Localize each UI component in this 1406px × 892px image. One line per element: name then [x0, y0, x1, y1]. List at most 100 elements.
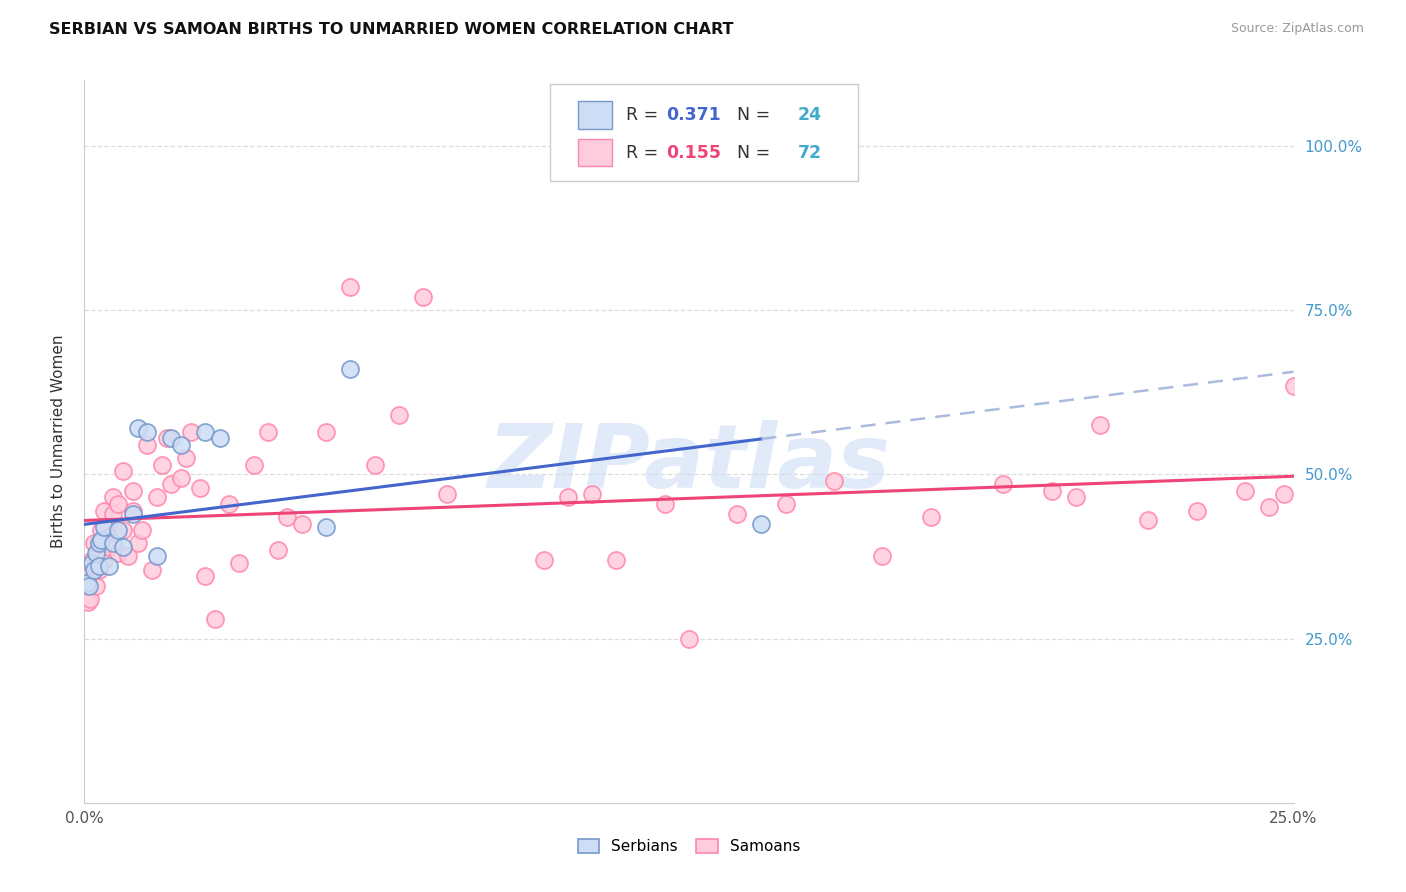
Point	[1088, 418, 1111, 433]
Point	[136, 425, 159, 439]
Text: 72: 72	[797, 144, 823, 161]
Point	[76, 575, 98, 590]
Point	[276, 510, 298, 524]
Point	[751, 516, 773, 531]
Point	[77, 569, 100, 583]
Point	[605, 553, 627, 567]
Text: N =: N =	[727, 144, 776, 161]
Point	[87, 546, 110, 560]
Point	[190, 481, 212, 495]
Point	[86, 546, 108, 560]
Point	[363, 458, 385, 472]
Point	[993, 477, 1015, 491]
Point	[1040, 483, 1063, 498]
Point	[136, 438, 159, 452]
Point	[257, 425, 280, 439]
Text: N =: N =	[727, 106, 776, 124]
Point	[155, 431, 177, 445]
Point	[121, 483, 143, 498]
Point	[1282, 378, 1305, 392]
Text: SERBIAN VS SAMOAN BIRTHS TO UNMARRIED WOMEN CORRELATION CHART: SERBIAN VS SAMOAN BIRTHS TO UNMARRIED WO…	[49, 22, 734, 37]
Point	[146, 549, 169, 564]
Point	[160, 431, 183, 445]
Point	[112, 464, 135, 478]
Point	[97, 530, 120, 544]
Point	[436, 487, 458, 501]
Point	[107, 546, 129, 560]
Point	[112, 523, 135, 537]
Point	[160, 477, 183, 491]
Point	[872, 549, 894, 564]
Point	[87, 563, 110, 577]
Point	[83, 559, 105, 574]
Point	[180, 425, 202, 439]
Point	[218, 497, 240, 511]
Point	[107, 497, 129, 511]
Point	[204, 612, 226, 626]
Point	[174, 450, 197, 465]
Point	[90, 533, 112, 547]
Point	[90, 523, 112, 537]
Point	[1258, 500, 1281, 515]
Point	[315, 520, 337, 534]
Y-axis label: Births to Unmarried Women: Births to Unmarried Women	[51, 334, 66, 549]
Point	[107, 523, 129, 537]
Text: R =: R =	[626, 106, 664, 124]
Point	[77, 595, 100, 609]
Point	[97, 540, 120, 554]
Point	[150, 458, 173, 472]
Point	[79, 592, 101, 607]
Point	[339, 280, 361, 294]
Point	[146, 491, 169, 505]
Point	[725, 507, 748, 521]
Text: ZIPatlas: ZIPatlas	[488, 420, 890, 507]
Point	[412, 290, 434, 304]
Point	[80, 556, 103, 570]
Point	[1185, 503, 1208, 517]
Text: R =: R =	[626, 144, 664, 161]
Point	[103, 491, 125, 505]
Point	[823, 474, 845, 488]
Point	[581, 487, 603, 501]
Point	[103, 507, 125, 521]
Point	[80, 553, 103, 567]
Point	[83, 563, 105, 577]
Text: 24: 24	[797, 106, 823, 124]
Point	[267, 542, 290, 557]
Point	[141, 563, 163, 577]
Point	[315, 425, 337, 439]
Point	[1234, 483, 1257, 498]
Point	[93, 520, 115, 534]
Point	[194, 425, 217, 439]
Point	[77, 579, 100, 593]
Point	[194, 569, 217, 583]
Point	[127, 536, 149, 550]
Point	[97, 559, 120, 574]
Point	[103, 536, 125, 550]
Point	[170, 438, 193, 452]
Point	[87, 536, 110, 550]
Point	[1272, 487, 1295, 501]
Text: 0.155: 0.155	[666, 144, 721, 161]
Point	[920, 510, 942, 524]
Point	[775, 497, 797, 511]
Point	[1137, 513, 1160, 527]
Point	[87, 559, 110, 574]
FancyBboxPatch shape	[578, 139, 612, 166]
Point	[228, 556, 250, 570]
Point	[339, 362, 361, 376]
Point	[76, 575, 98, 590]
Point	[533, 553, 555, 567]
FancyBboxPatch shape	[578, 101, 612, 128]
Point	[117, 549, 139, 564]
Point	[291, 516, 314, 531]
Point	[121, 503, 143, 517]
Point	[170, 471, 193, 485]
Point	[86, 579, 108, 593]
Point	[127, 421, 149, 435]
Point	[93, 503, 115, 517]
Text: Source: ZipAtlas.com: Source: ZipAtlas.com	[1230, 22, 1364, 36]
Point	[93, 553, 115, 567]
Point	[208, 431, 231, 445]
Point	[121, 507, 143, 521]
